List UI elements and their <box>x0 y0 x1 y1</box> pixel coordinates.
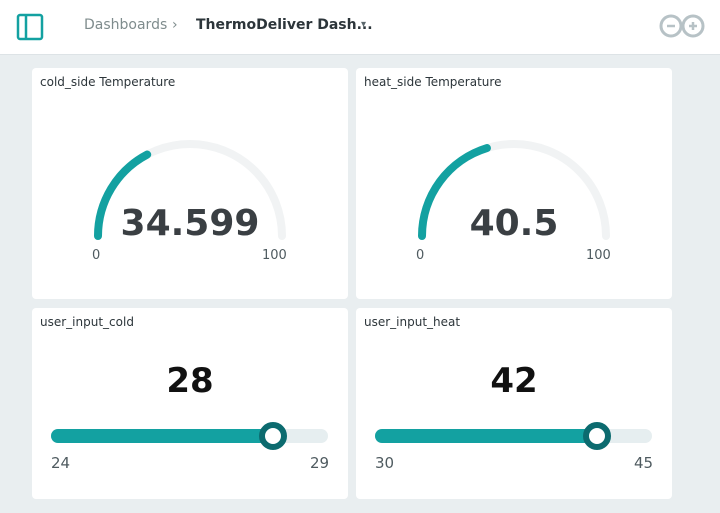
gauge-dial <box>418 140 610 240</box>
sidebar-toggle-icon[interactable] <box>14 11 46 43</box>
slider-value: 42 <box>490 361 538 401</box>
widget-title: cold_side Temperature <box>40 75 176 89</box>
widget-title: user_input_cold <box>40 315 134 329</box>
dashboard-title[interactable]: ThermoDeliver Dash... <box>196 17 373 33</box>
arduino-logo-icon <box>658 12 706 40</box>
slider-min: 30 <box>375 454 395 472</box>
slider-max: 45 <box>634 454 654 472</box>
gauge-fill <box>94 150 152 240</box>
slider-value: 28 <box>166 361 214 401</box>
gauge-widget-cold-side[interactable]: cold_side Temperature 34.599 0 100 <box>32 68 348 299</box>
gauge-value: 34.599 <box>120 203 260 244</box>
gauge-fill <box>418 144 491 240</box>
slider-widget-user-input-heat[interactable]: user_input_heat 42 30 45 <box>356 308 672 499</box>
breadcrumb-separator-icon: › <box>172 17 178 33</box>
slider-min: 24 <box>51 454 71 472</box>
top-bar: Dashboards › ThermoDeliver Dash... ▾ <box>0 0 720 55</box>
slider-fill <box>375 429 597 443</box>
breadcrumb-dashboards[interactable]: Dashboards <box>84 17 168 33</box>
gauge-max: 100 <box>262 248 287 263</box>
slider-widget-user-input-cold[interactable]: user_input_cold 28 24 29 <box>32 308 348 499</box>
widget-title: user_input_heat <box>364 315 461 329</box>
slider-fill <box>51 429 273 443</box>
gauge-max: 100 <box>586 248 611 263</box>
slider-track[interactable] <box>375 422 652 450</box>
gauge-min: 0 <box>92 248 101 263</box>
gauge-dial <box>94 140 286 240</box>
slider-thumb[interactable] <box>258 422 287 450</box>
slider-thumb[interactable] <box>582 422 611 450</box>
gauge-widget-heat-side[interactable]: heat_side Temperature 40.5 0 100 <box>356 68 672 299</box>
gauge-value: 40.5 <box>469 203 559 244</box>
slider-max: 29 <box>310 454 330 472</box>
widget-title: heat_side Temperature <box>364 75 502 89</box>
slider-track[interactable] <box>51 422 328 450</box>
chevron-down-icon[interactable]: ▾ <box>361 19 367 30</box>
gauge-min: 0 <box>416 248 425 263</box>
